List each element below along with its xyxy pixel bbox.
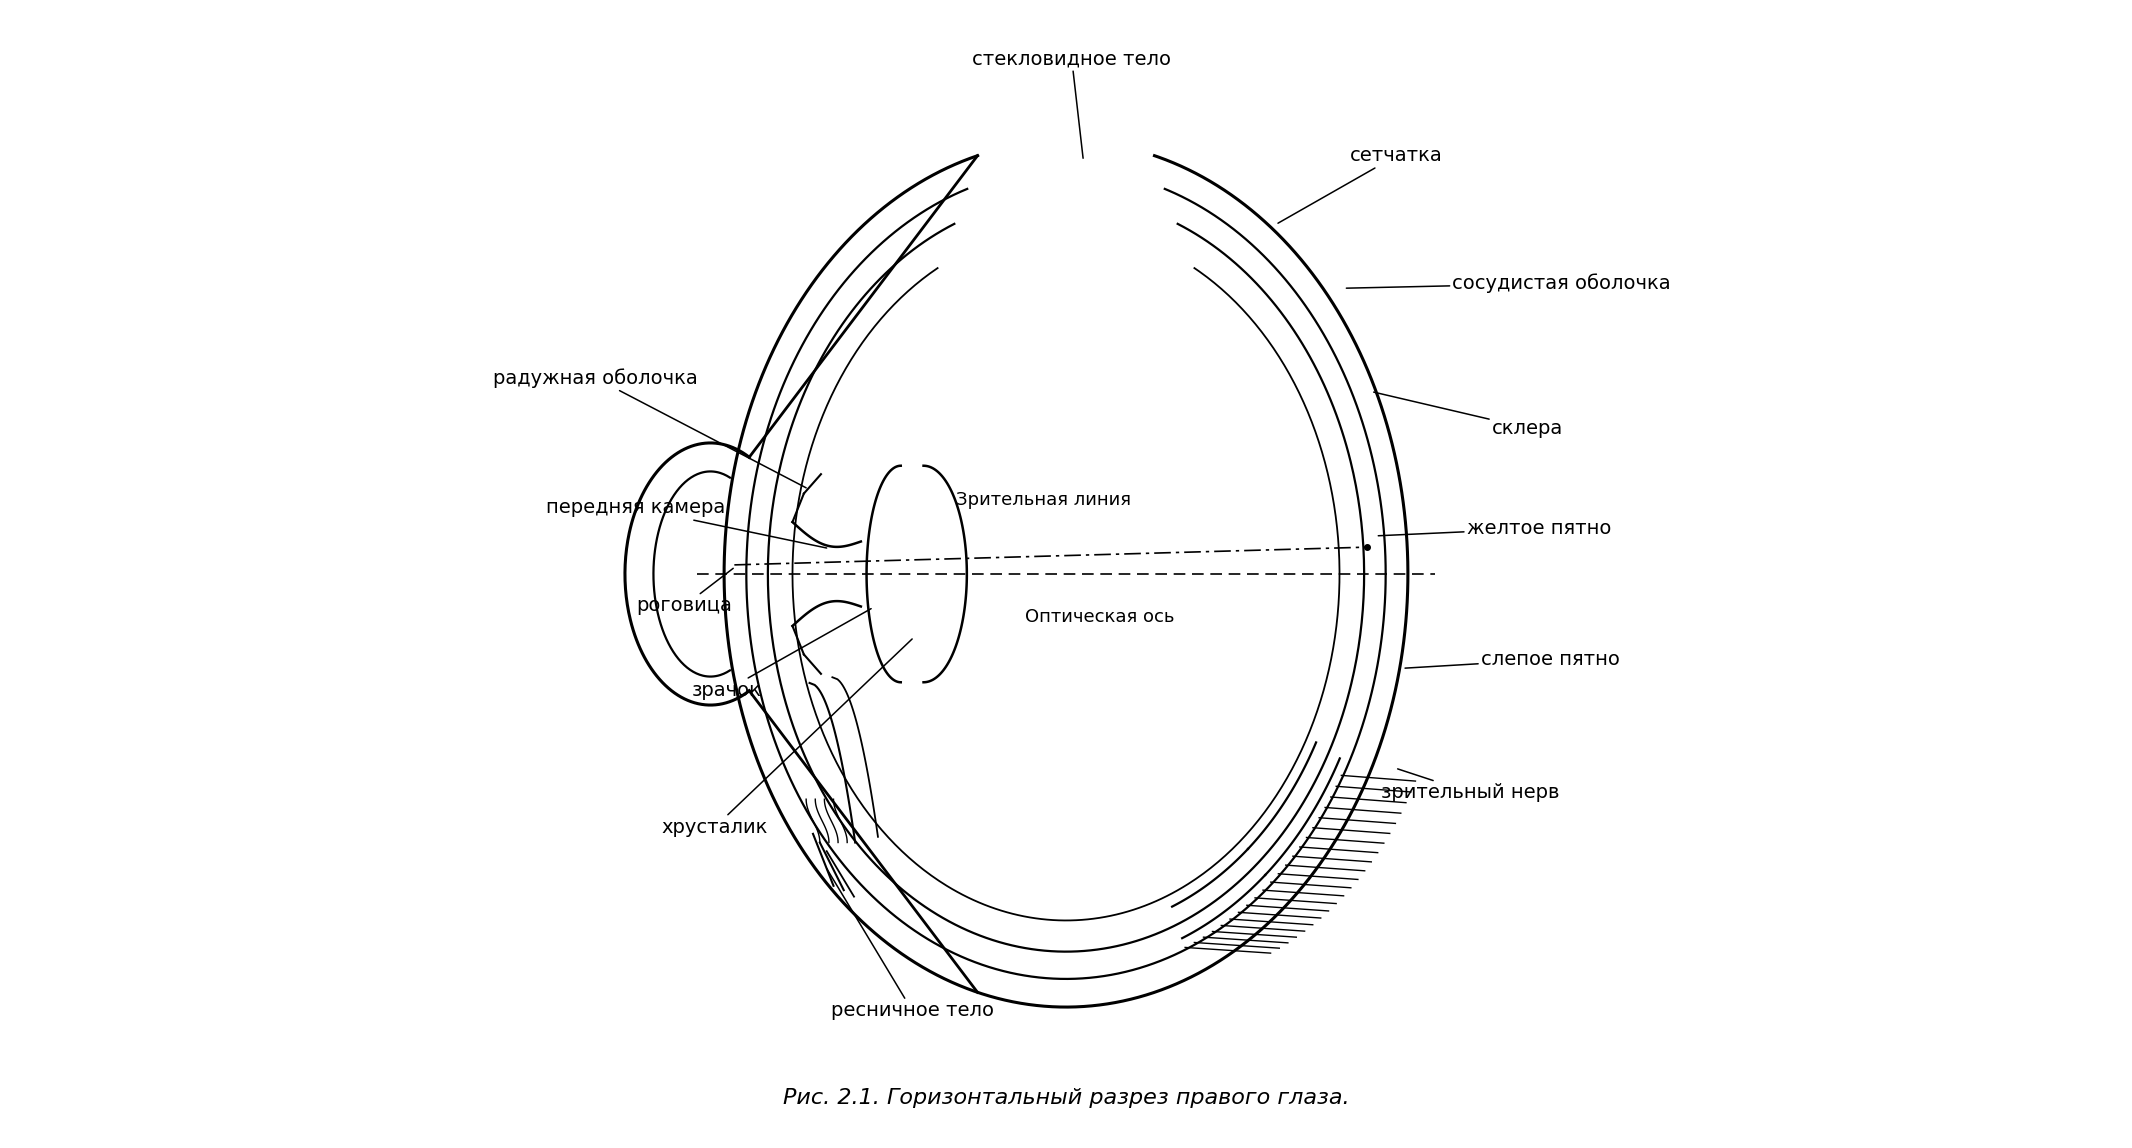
Text: хрусталик: хрусталик [661,639,912,837]
Text: радужная оболочка: радужная оболочка [492,369,806,488]
Text: ресничное тело: ресничное тело [827,869,994,1019]
Text: Оптическая ось: Оптическая ось [1025,608,1175,627]
Text: зрачок: зрачок [691,608,872,700]
Text: желтое пятно: желтое пятно [1377,519,1612,538]
Text: Рис. 2.1. Горизонтальный разрез правого глаза.: Рис. 2.1. Горизонтальный разрез правого … [782,1088,1350,1108]
Text: сетчатка: сетчатка [1277,146,1443,223]
Text: сосудистая оболочка: сосудистая оболочка [1347,273,1671,293]
Text: зрительный нерв: зрительный нерв [1382,769,1561,802]
Text: передняя камера: передняя камера [546,498,827,548]
Text: стекловидное тело: стекловидное тело [972,49,1170,158]
Text: склера: склера [1373,393,1563,437]
Text: слепое пятно: слепое пятно [1405,650,1620,669]
Text: Зрительная линия: Зрительная линия [955,491,1130,510]
Text: роговица: роговица [635,568,733,615]
